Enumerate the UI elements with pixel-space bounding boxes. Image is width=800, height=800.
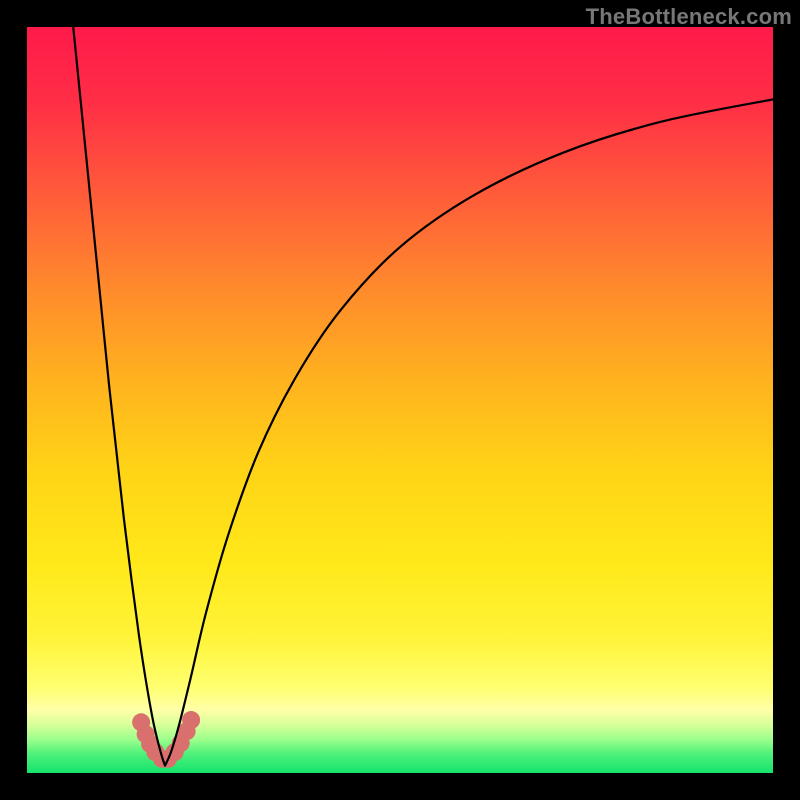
sample-dot (182, 711, 200, 729)
chart-svg (0, 0, 800, 800)
watermark-text: TheBottleneck.com (586, 4, 792, 30)
curve-right-branch (165, 99, 773, 765)
curve-left-branch (73, 27, 165, 766)
